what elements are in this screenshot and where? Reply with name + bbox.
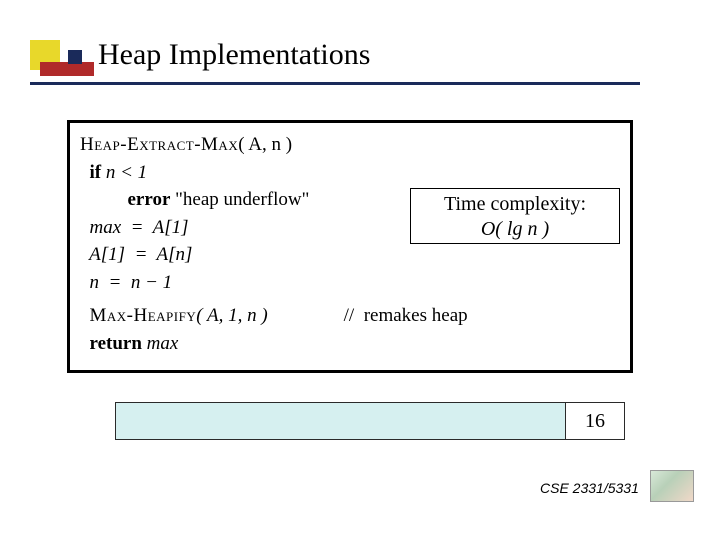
red-bar-icon [40,62,94,76]
complexity-label: Time complexity: [411,192,619,217]
highlight-bar [115,402,625,440]
complexity-box: Time complexity: O( lg n ) [410,188,620,244]
algorithm-content: Heap-Extract-Max( A, n ) if n < 1 error … [80,131,468,357]
algo-line-return: return max [80,330,468,358]
thumbnail-icon [650,470,694,502]
page-title: Heap Implementations [98,38,370,72]
algo-args: ( A, n ) [238,134,292,155]
algo-line-heapify: Max-Heapify( A, 1, n ) // remakes heap [80,302,468,330]
algo-line-n: n = n − 1 [80,269,468,297]
title-underline [30,82,640,85]
complexity-value: O( lg n ) [411,217,619,242]
algo-name: Heap-Extract-Max [80,134,238,155]
algo-line-a1: A[1] = A[n] [80,241,468,269]
navy-square-icon [68,50,82,64]
footer-text: CSE 2331/5331 [540,480,639,496]
algo-line-if: if n < 1 [80,159,468,187]
algorithm-box: Heap-Extract-Max( A, n ) if n < 1 error … [67,120,633,373]
algo-header: Heap-Extract-Max( A, n ) [80,131,468,159]
value-box: 16 [565,402,625,440]
